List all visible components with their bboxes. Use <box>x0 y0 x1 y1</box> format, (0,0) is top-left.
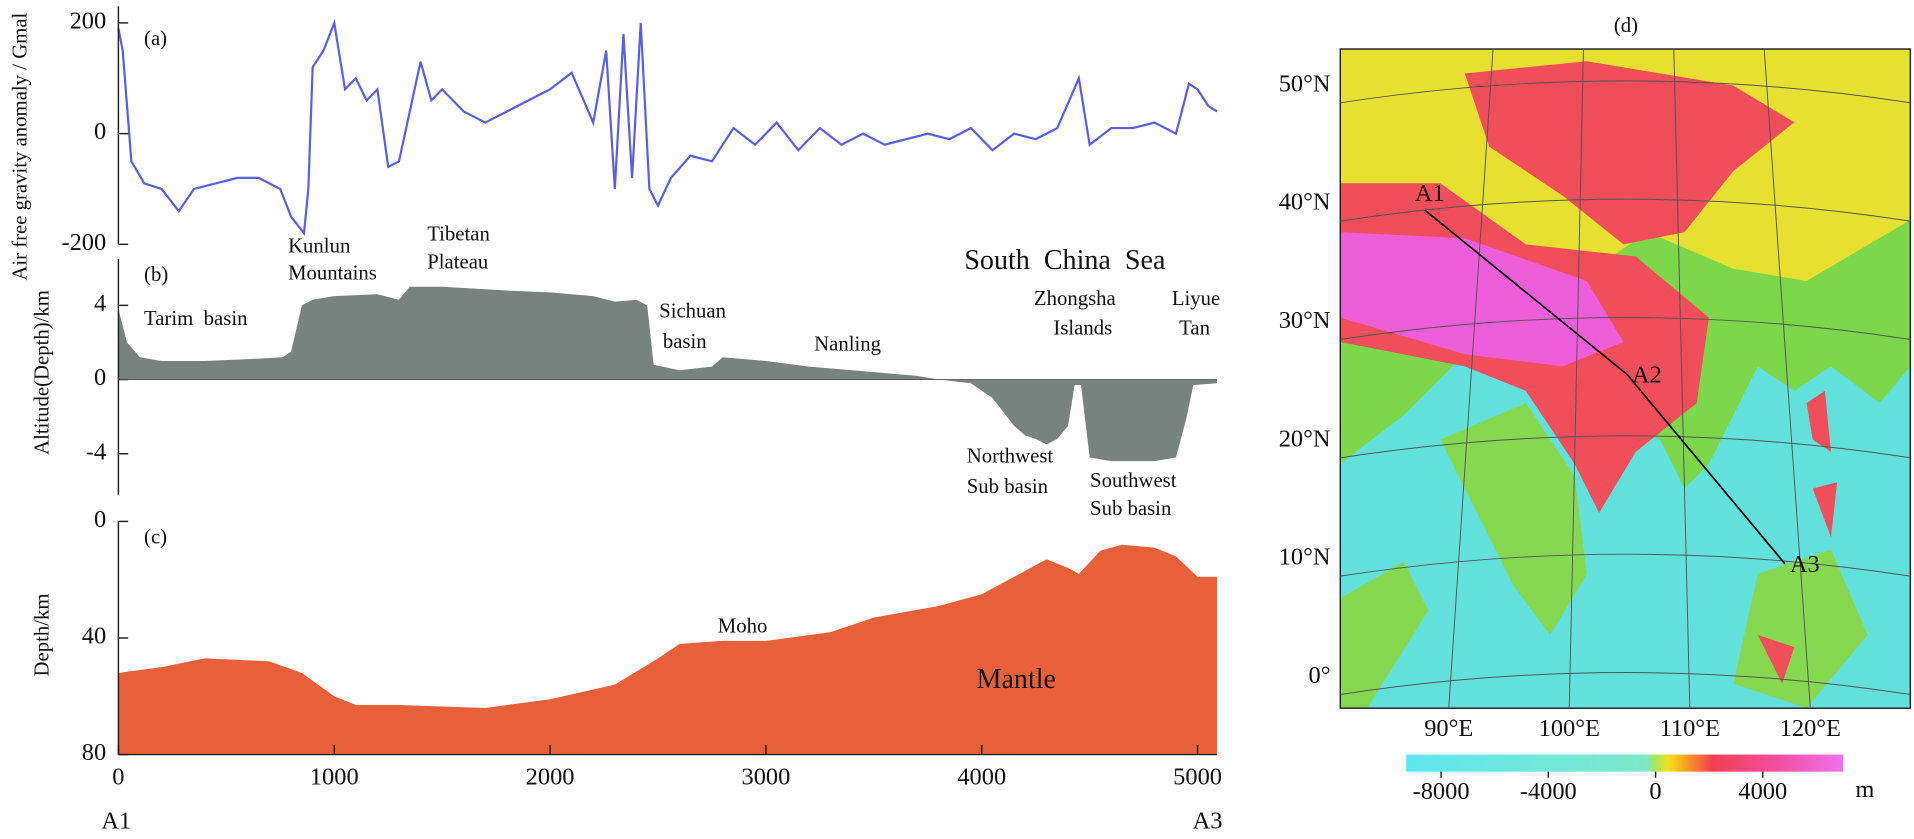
y-tick-label: 0 <box>94 364 106 391</box>
area <box>118 286 1218 462</box>
parallel <box>1340 435 1911 459</box>
annotation: Tan <box>1179 318 1210 340</box>
terrain <box>1340 49 1911 709</box>
graticule <box>1340 49 1911 709</box>
annotation: Northwest <box>967 446 1054 468</box>
colorbar-label: 0 <box>1649 778 1661 805</box>
y-tick-label: -200 <box>61 229 106 256</box>
annotation: Sub basin <box>967 476 1049 498</box>
annotation: Tibetan <box>427 224 490 246</box>
annotation: Mountains <box>288 263 377 285</box>
meridian <box>1673 49 1691 709</box>
panel-title: (b) <box>144 264 168 286</box>
annotation: Mantle <box>977 664 1057 695</box>
y-tick-label: 80 <box>82 739 106 766</box>
profile-line <box>1424 209 1786 565</box>
y-axis-label: Air free gravity anomaly / Gmal <box>10 12 32 280</box>
x-tick-label: 1000 <box>310 764 359 791</box>
lat-label: 50°N <box>1279 70 1331 97</box>
y-axis-label: Altitude(Depth)/km <box>32 290 54 455</box>
lon-label: 120°E <box>1780 715 1841 742</box>
x-tick-label: 4000 <box>957 764 1006 791</box>
x-end-label: A1 <box>101 808 131 835</box>
annotation: Islands <box>1053 318 1112 340</box>
lat-label: 10°N <box>1279 544 1331 571</box>
meridian <box>1763 49 1811 709</box>
y-axis-label: Depth/km <box>32 593 54 676</box>
route-label: A2 <box>1632 362 1662 389</box>
annotation: Liyue <box>1172 288 1220 310</box>
map-frame <box>1339 48 1912 709</box>
x-tick-label: 3000 <box>742 764 791 791</box>
area <box>118 544 1218 755</box>
annotation: Kunlun <box>288 236 351 258</box>
parallel <box>1340 80 1911 104</box>
panel-title: (a) <box>144 28 167 50</box>
lat-label: 0° <box>1309 662 1331 689</box>
parallel <box>1340 317 1911 340</box>
panel-title: (d) <box>1614 15 1638 37</box>
colorbar-label: -8000 <box>1413 778 1470 805</box>
colorbar <box>1406 754 1844 772</box>
colorbar-label: 4000 <box>1738 778 1787 805</box>
x-tick-label: 0 <box>112 764 124 791</box>
parallel <box>1340 198 1911 222</box>
gravity-line <box>117 18 1218 237</box>
meridian <box>1448 49 1494 709</box>
lat-label: 30°N <box>1279 307 1331 334</box>
annotation: Plateau <box>427 252 489 274</box>
y-tick-label: 4 <box>94 290 106 317</box>
y-tick-label: 200 <box>70 8 107 35</box>
annotation: Moho <box>718 615 768 637</box>
annotation: Sub basin <box>1090 498 1172 520</box>
x-tick-label: 5000 <box>1173 764 1222 791</box>
annotation: Tarim basin <box>144 308 248 330</box>
annotation: Sichuan <box>659 300 726 322</box>
annotation: Nanling <box>814 333 881 355</box>
parallel <box>1340 553 1911 577</box>
y-tick-label: 0 <box>94 118 106 145</box>
annotation: basin <box>663 331 707 353</box>
lon-label: 110°E <box>1660 715 1720 742</box>
lon-label: 100°E <box>1539 715 1600 742</box>
lat-label: 20°N <box>1279 425 1331 452</box>
colorbar-unit: m <box>1855 776 1874 803</box>
annotation: Southwest <box>1090 470 1177 492</box>
y-tick-label: 0 <box>94 506 106 533</box>
x-tick-label: 2000 <box>526 764 575 791</box>
y-tick-label: 40 <box>82 623 106 650</box>
annotation: Zhongsha <box>1034 288 1116 310</box>
x-end-label: A3 <box>1193 808 1223 835</box>
annotation: South China Sea <box>964 245 1166 276</box>
lat-label: 40°N <box>1279 189 1331 216</box>
y-tick-label: -4 <box>86 438 106 465</box>
route-label: A3 <box>1790 551 1820 578</box>
meridian <box>1568 49 1584 709</box>
panel-title: (c) <box>144 526 167 548</box>
colorbar-label: -4000 <box>1520 778 1577 805</box>
lon-label: 90°E <box>1424 715 1473 742</box>
route-label: A1 <box>1415 180 1445 207</box>
parallel <box>1340 672 1911 695</box>
